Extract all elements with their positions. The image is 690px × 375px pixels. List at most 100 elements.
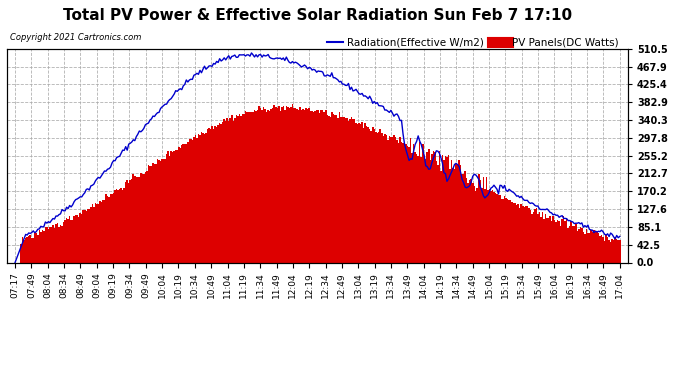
Bar (519, 208, 520, 262)
Bar (264, 110, 266, 262)
Bar (31, 238, 32, 262)
Bar (177, 150, 178, 262)
Bar (112, 193, 115, 262)
Bar (193, 137, 195, 262)
Bar (239, 114, 240, 262)
Bar (199, 135, 201, 262)
Bar (211, 126, 213, 262)
Bar (428, 148, 430, 262)
Bar (73, 216, 75, 262)
Bar (555, 222, 557, 262)
Bar (400, 137, 401, 262)
Bar (443, 160, 445, 262)
Bar (546, 217, 548, 262)
Bar (299, 107, 301, 262)
Bar (104, 200, 106, 262)
Bar (275, 107, 277, 262)
Bar (134, 176, 136, 262)
Bar (272, 108, 273, 262)
Bar (72, 220, 73, 262)
Bar (575, 224, 577, 262)
Bar (563, 216, 564, 262)
Bar (96, 204, 98, 262)
Bar (591, 232, 593, 262)
Bar (195, 135, 196, 262)
Bar (235, 115, 237, 262)
Bar (544, 214, 546, 262)
Bar (190, 139, 192, 262)
Bar (482, 177, 484, 262)
Bar (310, 111, 311, 262)
Bar (117, 190, 119, 262)
Bar (282, 106, 284, 262)
Bar (213, 129, 215, 262)
Bar (25, 238, 26, 262)
Bar (57, 223, 58, 262)
Bar (454, 169, 455, 262)
Bar (609, 240, 610, 262)
Bar (440, 171, 442, 262)
Bar (343, 117, 345, 262)
Bar (130, 180, 131, 262)
Bar (40, 232, 41, 262)
Bar (537, 214, 539, 262)
Bar (417, 156, 419, 262)
Bar (254, 110, 255, 262)
Bar (55, 224, 57, 262)
Bar (43, 231, 45, 262)
Bar (604, 241, 605, 262)
Bar (397, 142, 400, 262)
Bar (489, 189, 490, 262)
Bar (504, 196, 505, 262)
Bar (141, 174, 143, 262)
Bar (614, 237, 616, 262)
Bar (567, 228, 569, 262)
Bar (616, 238, 618, 262)
Bar (460, 165, 462, 262)
Text: Total PV Power & Effective Solar Radiation Sun Feb 7 17:10: Total PV Power & Effective Solar Radiati… (63, 8, 572, 22)
Bar (571, 221, 572, 262)
Bar (375, 132, 377, 262)
Bar (367, 128, 369, 262)
Bar (342, 117, 343, 262)
Bar (372, 127, 373, 262)
Bar (420, 157, 422, 262)
Bar (304, 110, 305, 262)
Bar (435, 161, 437, 262)
Bar (45, 227, 46, 262)
Bar (424, 157, 425, 262)
Bar (439, 151, 440, 262)
Bar (526, 206, 528, 262)
Bar (164, 159, 166, 262)
Bar (317, 110, 319, 262)
Bar (154, 164, 155, 262)
Bar (137, 177, 139, 262)
Bar (66, 218, 68, 262)
Bar (366, 126, 368, 262)
Bar (69, 216, 70, 262)
Bar (146, 171, 148, 262)
Bar (222, 123, 224, 262)
Bar (278, 106, 279, 262)
Bar (207, 129, 208, 262)
Bar (97, 204, 99, 262)
Bar (463, 174, 464, 262)
Bar (352, 118, 354, 262)
Bar (166, 154, 168, 262)
Bar (148, 165, 149, 262)
Bar (131, 180, 132, 262)
Bar (390, 137, 392, 262)
Bar (266, 112, 268, 262)
Bar (337, 118, 339, 262)
Bar (431, 154, 433, 262)
Bar (78, 217, 79, 262)
Bar (452, 168, 454, 262)
Bar (220, 124, 222, 262)
Bar (501, 199, 502, 262)
Bar (401, 142, 402, 262)
Bar (558, 221, 560, 262)
Bar (248, 112, 249, 262)
Bar (258, 106, 260, 262)
Bar (344, 117, 346, 262)
Bar (362, 123, 363, 262)
